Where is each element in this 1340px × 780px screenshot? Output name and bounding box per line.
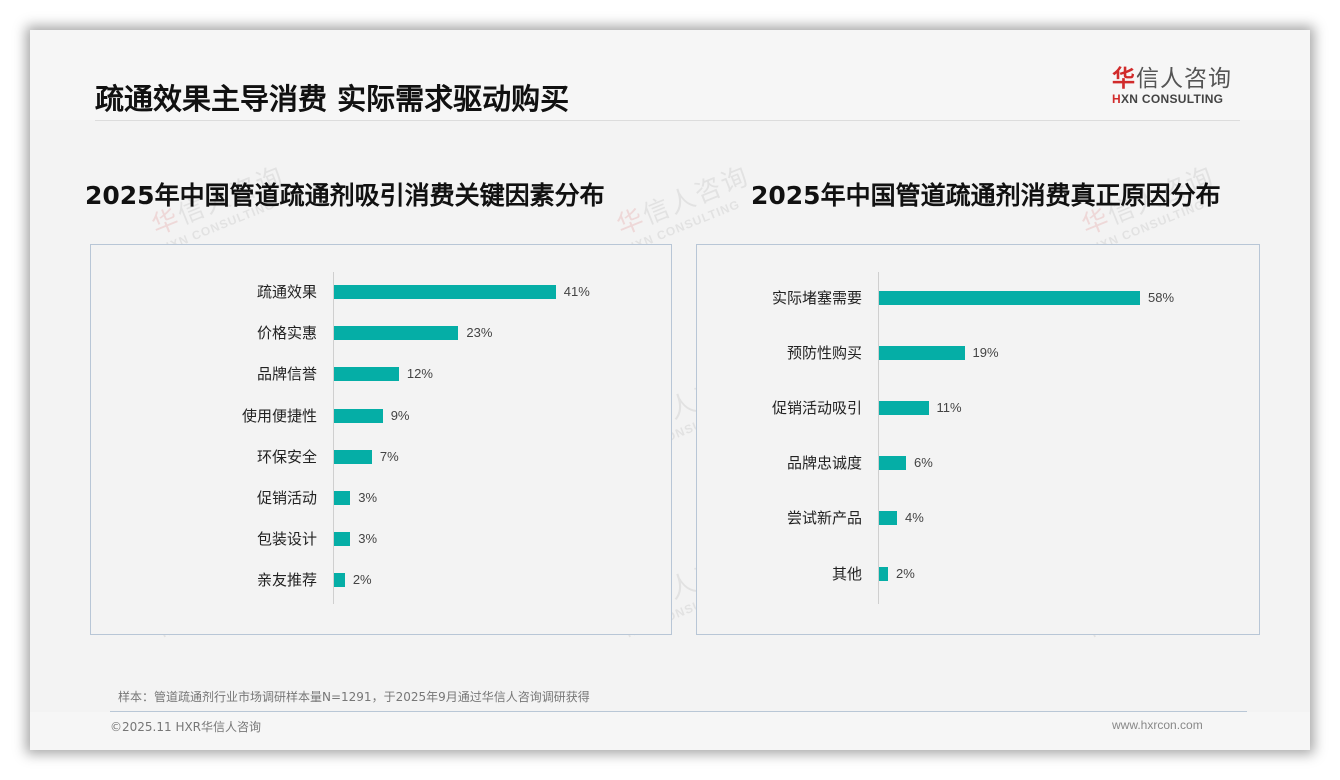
watermark-cn: 华信人咨询 [611, 156, 755, 243]
category-label: 疏通效果 [256, 283, 317, 301]
category-label: 尝试新产品 [786, 509, 862, 528]
logo-en-mark: H [1112, 92, 1121, 106]
logo-en-text: XN CONSULTING [1120, 92, 1224, 106]
bar-row: 环保安全 7% [91, 447, 671, 466]
bar [879, 456, 906, 471]
bar [879, 511, 897, 526]
left-chart-axis [333, 272, 334, 604]
footer-divider [110, 711, 1247, 712]
value-label: 23% [466, 325, 493, 341]
category-label: 亲友推荐 [256, 571, 317, 590]
bar [334, 491, 351, 505]
value-label: 58% [1148, 290, 1175, 305]
bar [879, 401, 929, 416]
bar-row: 疏通效果 41% [91, 283, 671, 301]
value-label: 6% [914, 455, 933, 471]
category-label: 使用便捷性 [241, 406, 317, 425]
bar-row: 其他 2% [697, 564, 1259, 583]
right-chart-title: 2025年中国管道疏通剂消费真正原因分布 [751, 181, 1221, 210]
value-label: 41% [563, 284, 590, 299]
value-label: 3% [358, 490, 378, 505]
value-label: 4% [905, 510, 924, 526]
footer-band [30, 712, 1310, 750]
logo-english: HXN CONSULTING [1112, 92, 1242, 106]
copyright: ©2025.11 HXR华信人咨询 [110, 720, 262, 734]
bar [879, 291, 1140, 305]
right-chart: 实际堵塞需要 58% 预防性购买 19% 促销活动吸引 11% 品牌忠诚度 6% 尝试新产品 4%… [696, 244, 1260, 635]
bar-row: 价格实惠 23% [91, 324, 671, 343]
watermark-mark: 华 [612, 203, 651, 242]
bar [879, 566, 888, 581]
bar [334, 367, 399, 382]
value-label: 12% [406, 366, 433, 382]
category-label: 其他 [831, 564, 862, 583]
bar [334, 408, 383, 423]
bar-row: 使用便捷性 9% [91, 406, 671, 425]
value-label: 11% [936, 400, 962, 416]
left-chart: 疏通效果 41% 价格实惠 23% 品牌信誉 12% 使用便捷性 9% 环保安全 7% 促销活动 3%… [90, 244, 672, 635]
bar-row: 预防性购买 19% [697, 344, 1259, 363]
company-logo: 华信人咨询 HXN CONSULTING [1112, 65, 1242, 106]
category-label: 价格实惠 [256, 324, 317, 343]
value-label: 3% [358, 531, 378, 547]
category-label: 包装设计 [256, 530, 317, 549]
bar [879, 346, 965, 361]
logo-mark: 华 [1112, 66, 1136, 92]
category-label: 品牌信誉 [256, 365, 317, 384]
bar-row: 尝试新产品 4% [697, 509, 1259, 528]
bar-row: 品牌信誉 12% [91, 365, 671, 384]
value-label: 2% [896, 565, 915, 581]
header-band [30, 30, 1310, 120]
bar-row: 实际堵塞需要 58% [697, 289, 1259, 307]
bar [334, 326, 459, 341]
bar-row: 促销活动 3% [91, 489, 671, 507]
title-divider [95, 120, 1240, 121]
value-label: 7% [379, 448, 399, 464]
category-label: 促销活动吸引 [771, 399, 862, 418]
category-label: 品牌忠诚度 [786, 454, 862, 473]
category-label: 预防性购买 [786, 344, 862, 363]
bar-row: 亲友推荐 2% [91, 571, 671, 590]
bar [334, 285, 556, 299]
bar [334, 532, 351, 547]
website-link[interactable]: www.hxrcon.com [1112, 718, 1203, 732]
bar [334, 573, 345, 588]
category-label: 促销活动 [256, 489, 317, 507]
category-label: 环保安全 [256, 447, 317, 466]
logo-cn-text: 信人咨询 [1136, 66, 1232, 92]
logo-chinese: 华信人咨询 [1112, 65, 1242, 93]
bar [334, 449, 372, 464]
slide: 华信人咨询 HXN CONSULTING 华信人咨询 HXN CONSULTING 华信… [30, 30, 1310, 750]
bar-row: 促销活动吸引 11% [697, 399, 1259, 418]
page-title: 疏通效果主导消费 实际需求驱动购买 [95, 82, 570, 116]
right-chart-axis [878, 272, 879, 604]
bar-row: 品牌忠诚度 6% [697, 454, 1259, 473]
left-chart-title: 2025年中国管道疏通剂吸引消费关键因素分布 [85, 181, 605, 210]
watermark-cn-text: 信人咨询 [638, 161, 754, 231]
sample-note: 样本：管道疏通剂行业市场调研样本量N=1291，于2025年9月通过华信人咨询调… [118, 690, 590, 704]
value-label: 19% [972, 345, 999, 361]
bar-row: 包装设计 3% [91, 530, 671, 549]
value-label: 2% [352, 572, 372, 588]
value-label: 9% [390, 407, 410, 423]
category-label: 实际堵塞需要 [771, 289, 862, 307]
